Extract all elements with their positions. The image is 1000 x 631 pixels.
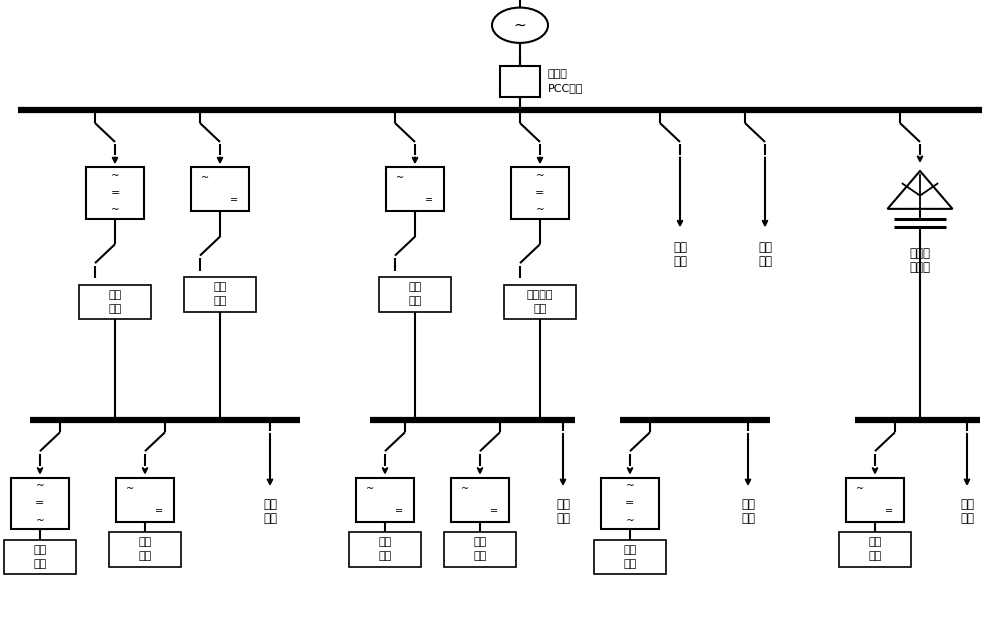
Text: =: =: [395, 506, 404, 516]
Bar: [86, 167, 144, 219]
Text: ~: ~: [461, 484, 470, 493]
Text: 轮机: 轮机: [533, 304, 547, 314]
Bar: [444, 532, 516, 567]
Text: 风力: 风力: [33, 545, 47, 555]
Text: 装置: 装置: [138, 551, 152, 561]
Bar: [500, 66, 540, 97]
Text: 装置: 装置: [473, 551, 487, 561]
Text: ~: ~: [36, 516, 44, 526]
Bar: [184, 277, 256, 312]
Text: 装置: 装置: [408, 297, 422, 306]
Text: ~: ~: [856, 484, 865, 493]
Text: PCC开关: PCC开关: [548, 83, 584, 93]
Bar: [846, 478, 904, 522]
Text: ~: ~: [514, 18, 526, 33]
Text: =: =: [110, 188, 120, 198]
Bar: [191, 167, 249, 211]
Text: 发电: 发电: [623, 559, 637, 569]
Text: 风力: 风力: [623, 545, 637, 555]
Text: 无功补: 无功补: [910, 247, 930, 260]
Text: 居民: 居民: [556, 498, 570, 510]
Bar: [4, 540, 76, 574]
Text: =: =: [535, 188, 545, 198]
Text: =: =: [155, 506, 164, 516]
Text: 负荷: 负荷: [556, 512, 570, 524]
Text: 光伏: 光伏: [378, 538, 392, 547]
Text: 光伏: 光伏: [868, 538, 882, 547]
Text: =: =: [625, 498, 635, 509]
Bar: [356, 478, 414, 522]
Bar: [386, 167, 444, 211]
Text: 发电: 发电: [108, 304, 122, 314]
Text: =: =: [885, 506, 894, 516]
Bar: [79, 285, 151, 319]
Text: =: =: [230, 196, 239, 205]
Text: 负荷: 负荷: [673, 256, 687, 268]
Text: =: =: [35, 498, 45, 509]
Text: 负荷: 负荷: [263, 512, 277, 524]
Text: 重要: 重要: [673, 242, 687, 254]
Text: 负荷: 负荷: [758, 256, 772, 268]
Text: 居民: 居民: [263, 498, 277, 510]
Text: ~: ~: [366, 484, 375, 493]
Text: ~: ~: [36, 481, 44, 492]
Text: 居民: 居民: [960, 498, 974, 510]
Text: ~: ~: [201, 174, 210, 183]
Text: ~: ~: [536, 171, 544, 181]
Bar: [601, 478, 659, 529]
Text: ~: ~: [396, 174, 405, 183]
Bar: [504, 285, 576, 319]
Text: =: =: [490, 506, 499, 516]
Text: 储能: 储能: [408, 283, 422, 292]
Bar: [379, 277, 451, 312]
Text: 发电: 发电: [868, 551, 882, 561]
Bar: [11, 478, 69, 529]
Text: 负荷: 负荷: [960, 512, 974, 524]
Text: 微电网: 微电网: [548, 69, 568, 79]
Text: ~: ~: [111, 205, 119, 215]
Text: ~: ~: [626, 481, 634, 492]
Text: ~: ~: [536, 205, 544, 215]
Text: 发电: 发电: [378, 551, 392, 561]
Text: 光伏: 光伏: [213, 283, 227, 292]
Bar: [839, 532, 911, 567]
Text: ~: ~: [126, 484, 135, 493]
Text: 偿装置: 偿装置: [910, 261, 930, 274]
Bar: [109, 532, 181, 567]
Text: 微型燃气: 微型燃气: [527, 290, 553, 300]
Bar: [594, 540, 666, 574]
Text: 发电: 发电: [33, 559, 47, 569]
Text: =: =: [425, 196, 434, 205]
Text: 负荷: 负荷: [741, 512, 755, 524]
Bar: [349, 532, 421, 567]
Bar: [116, 478, 174, 522]
Text: 风力: 风力: [108, 290, 122, 300]
Text: ~: ~: [626, 516, 634, 526]
Bar: [511, 167, 569, 219]
Text: 发电: 发电: [213, 297, 227, 306]
Text: 居民: 居民: [741, 498, 755, 510]
Text: 储能: 储能: [473, 538, 487, 547]
Text: 储能: 储能: [138, 538, 152, 547]
Bar: [451, 478, 509, 522]
Text: 居民: 居民: [758, 242, 772, 254]
Text: ~: ~: [111, 171, 119, 181]
